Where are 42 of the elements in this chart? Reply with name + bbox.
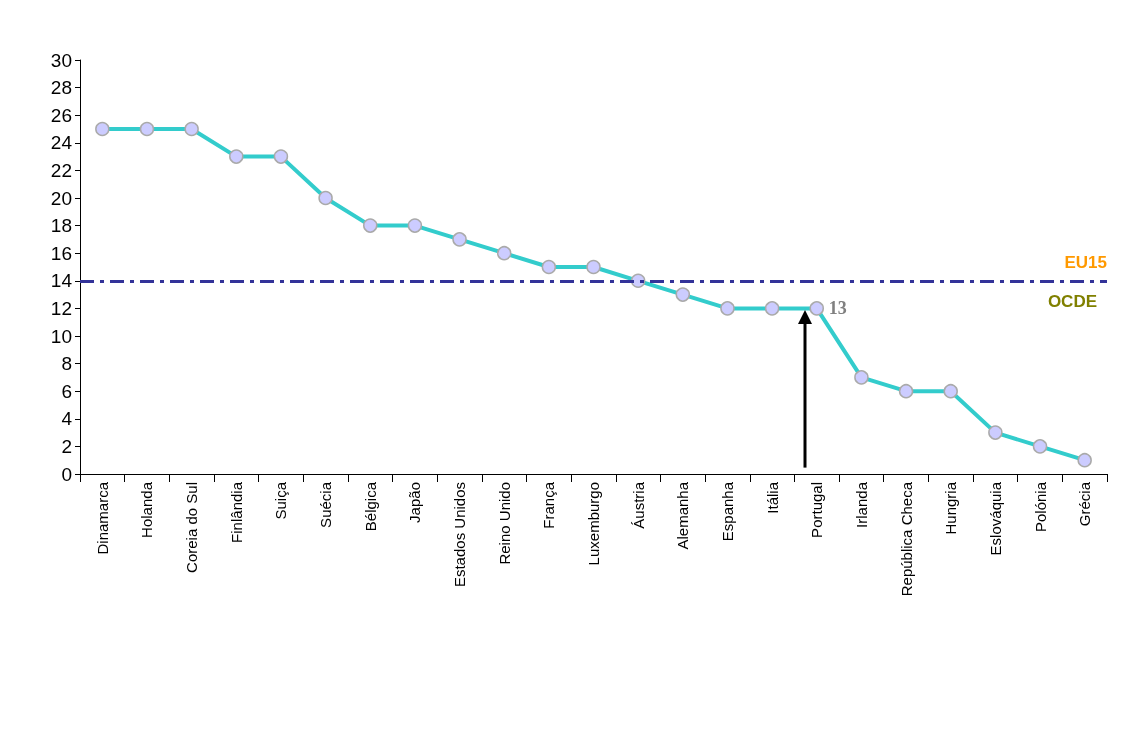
y-tick-label: 30	[50, 49, 72, 71]
x-tick-label: Suécia	[317, 481, 335, 528]
x-tick-label: República Checa	[897, 481, 915, 597]
x-tick-label: Holanda	[138, 481, 156, 538]
x-tick-label: Bélgica	[361, 481, 379, 532]
y-tick-label: 10	[50, 325, 72, 347]
x-tick-label: Estados Unidos	[451, 482, 469, 588]
x-tick-label: Itália	[763, 481, 781, 514]
y-tick-label: 2	[61, 435, 72, 457]
x-tick-label: Dinamarca	[93, 481, 111, 555]
y-tick-label: 6	[61, 380, 72, 402]
y-tick-label: 8	[61, 353, 72, 375]
y-tick-label: 12	[50, 297, 72, 319]
x-tick-label: França	[540, 481, 558, 529]
x-tick-label: Portugal	[808, 482, 826, 538]
y-tick-label: 18	[50, 215, 72, 237]
ref-line-label: EU15	[1064, 252, 1107, 272]
x-tick-label: Suiça	[272, 481, 290, 520]
x-tick-label: Irlanda	[852, 481, 870, 528]
y-tick-label: 20	[50, 187, 72, 209]
x-tick-label: Finlândia	[227, 481, 245, 543]
x-tick-label: Luxemburgo	[585, 482, 602, 566]
x-tick-label: Coreia do Sul	[183, 482, 201, 573]
y-tick-label: 16	[50, 242, 72, 264]
y-tick-label: 14	[50, 270, 73, 292]
y-tick-label: 26	[50, 104, 72, 126]
y-tick-label: 0	[61, 463, 72, 485]
y-tick-label: 28	[50, 77, 72, 99]
x-tick-label: Polónia	[1031, 481, 1049, 533]
x-tick-label: Espanha	[718, 481, 736, 542]
x-tick-label: Grécia	[1076, 481, 1094, 527]
x-tick-label: Áustria	[629, 481, 647, 529]
x-tick-label: Eslováquia	[986, 481, 1004, 556]
y-tick-label: 22	[50, 159, 72, 181]
y-tick-label: 4	[61, 408, 73, 430]
x-tick-label: Hungria	[942, 481, 960, 535]
x-tick-label: Japão	[406, 482, 424, 523]
x-tick-label: Reino Unido	[495, 482, 513, 565]
y-tick-label: 24	[50, 132, 73, 154]
x-tick-label: Alemanha	[674, 481, 692, 550]
annotation: 13	[828, 298, 847, 319]
annotation: OCDE	[1047, 291, 1098, 311]
